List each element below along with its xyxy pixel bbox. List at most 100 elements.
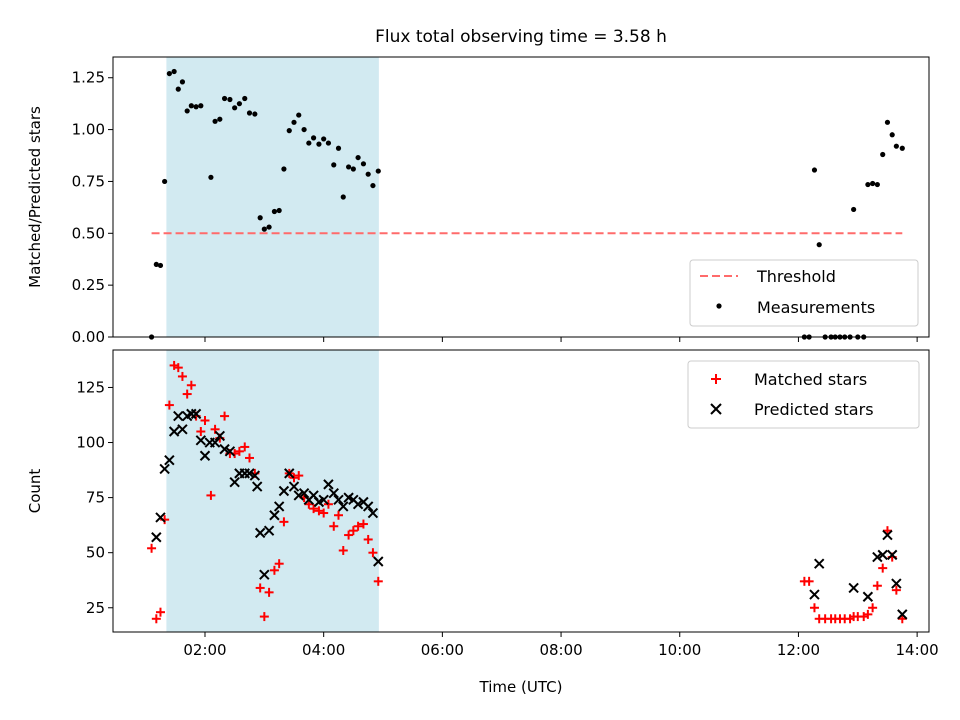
measurement-point [281,166,287,172]
predicted-star-point [151,532,162,543]
measurement-point [340,194,346,200]
predicted-star-point [263,525,275,536]
ratio-axes-frame [112,56,930,338]
count-x-axis-label: Time (UTC) [479,678,563,696]
matched-star-point [329,521,339,531]
matched-star-point [891,585,901,595]
matched-star-point [182,389,192,399]
matched-star-point [220,411,230,421]
matched-star-point [155,607,165,617]
measurement-point [296,112,302,118]
measurement-point [252,111,258,117]
predicted-star-point [333,494,344,506]
measurement-point [346,164,352,170]
predicted-star-point [173,410,184,422]
count-x-tick-label: 08:00 [539,641,582,659]
matched-star-point [872,581,882,591]
measurement-point [157,262,164,269]
measurement-point [276,207,282,214]
predicted-star-point [886,549,898,561]
legend-predicted-label: Predicted stars [754,400,874,419]
ratio-y-tick-label: 0.00 [72,328,105,346]
matched-star-point [373,576,383,586]
predicted-star-point [177,424,188,435]
predicted-star-point [367,507,379,519]
matched-star-point [868,603,878,613]
predicted-star-point [298,487,310,499]
predicted-star-point [877,549,888,561]
measurement-point [321,136,327,142]
count-x-ticks: 02:00 04:00 06:00 08:00 10:00 12:00 14:00 [183,632,939,659]
predicted-star-point [814,558,825,569]
predicted-star-point [229,476,240,488]
ratio-legend-box [689,259,919,327]
matched-star-point [186,380,196,390]
predicted-star-point [195,435,207,446]
measurement-point [221,95,228,102]
measurement-point [360,161,367,167]
matched-star-point [314,506,324,516]
matched-star-point [358,519,368,529]
measurement-point [227,96,233,103]
matched-star-point [259,612,269,622]
ratio-legend: Threshold Measurements [689,259,919,327]
measurement-point [884,119,891,125]
ratio-marks [148,68,905,340]
count-legend: Matched stars Predicted stars [687,360,920,429]
count-y-axis-label: Count [26,469,44,514]
predicted-star-point [249,470,261,481]
measurement-point [893,143,899,149]
figure-title: Flux total observing time = 3.58 h [375,27,667,47]
ratio-y-axis-label: Matched/Predicted stars [26,106,44,288]
measurement-point [889,132,895,138]
ratio-x-ticks [204,337,918,342]
measurement-point [301,126,307,133]
predicted-star-point [862,591,874,602]
predicted-star-point [897,609,908,620]
predicted-star-point [848,582,859,594]
predicted-star-point [159,463,170,475]
predicted-star-point [244,468,255,479]
count-y-tick-label: 125 [76,378,105,396]
measurement-point [242,95,248,102]
predicted-star-point [362,501,374,512]
measurement-point [370,182,376,189]
measurement-point [162,178,168,185]
count-observing-window [166,350,379,632]
matched-star-point [279,517,289,527]
predicted-star-point [284,468,295,479]
predicted-star-point [209,437,221,448]
matched-star-point [334,510,344,520]
measurement-point [291,119,297,125]
predicted-star-point [338,501,349,512]
matched-star-point [164,400,174,410]
predicted-star-point [373,556,384,567]
matched-star-point [804,576,814,586]
matched-star-point [206,490,216,500]
matched-star-point [200,416,210,425]
matched-star-point [368,548,378,558]
measurement-point [212,118,218,124]
measurement-point [865,181,871,188]
count-axes-frame [112,349,930,633]
matched-star-point [151,614,161,624]
measurement-point [217,116,223,122]
measurement-point [331,162,337,168]
predicted-star-point [259,569,270,580]
matched-star-point [344,530,354,540]
count-y-tick-label: 100 [76,434,105,452]
measurement-point [899,145,905,151]
matched-star-point [319,508,329,518]
count-x-tick-label: 14:00 [896,641,939,659]
matched-star-point [255,583,265,593]
count-panel: 25 50 75 100 125 02:00 04:00 06:00 08:00 10:00 12… [26,349,939,696]
predicted-star-point [293,490,304,501]
count-x-tick-label: 12:00 [777,641,820,659]
legend-measurements-label: Measurements [757,298,875,317]
predicted-star-point [288,481,300,492]
predicted-star-point [254,527,266,539]
measurement-point [355,154,361,161]
measurement-point [811,167,818,173]
ratio-panel: 0.00 0.25 0.50 0.75 1.00 1.25 Matched/Predict… [26,56,930,346]
